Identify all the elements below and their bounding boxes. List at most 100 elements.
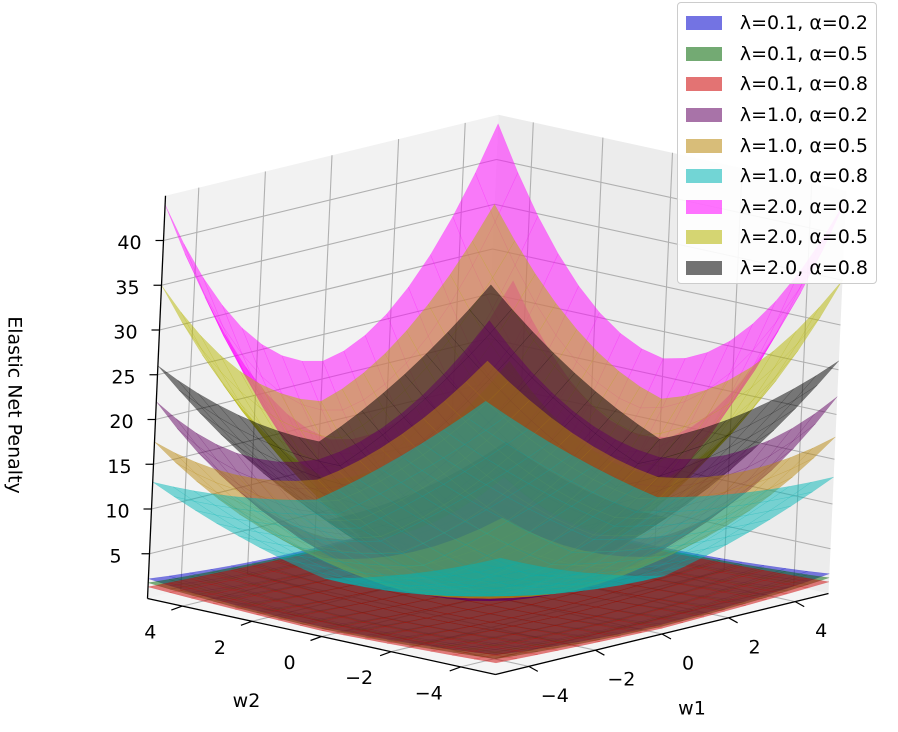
- legend-swatch: [686, 230, 722, 245]
- surface-facet: [202, 277, 243, 355]
- w1-tick-label: 4: [815, 620, 827, 642]
- surface-facet: [234, 604, 278, 616]
- w2-tick: [171, 605, 183, 611]
- surface-facet: [278, 615, 321, 626]
- legend-item: λ=0.1, α=0.5: [686, 39, 868, 70]
- surface-facet: [213, 599, 256, 610]
- z-axis-line: [146, 195, 167, 599]
- w2-tick-label: 4: [144, 622, 156, 644]
- surface-facet: [728, 350, 774, 405]
- surface-series: [152, 400, 834, 597]
- surface-facet: [577, 624, 620, 634]
- surface-facet: [727, 413, 773, 449]
- w2-tick: [310, 635, 322, 642]
- legend-swatch: [686, 138, 722, 153]
- surface-facet: [256, 610, 300, 621]
- surface-facet: [339, 540, 382, 554]
- surface-facet: [161, 285, 202, 349]
- legend-item: λ=2.0, α=0.5: [686, 222, 868, 253]
- z-tick-label: 20: [109, 411, 133, 433]
- surface-facet: [339, 593, 383, 604]
- surface-facet: [321, 626, 365, 636]
- legend-item: λ=0.1, α=0.2: [686, 8, 868, 39]
- surface-facet: [295, 513, 340, 529]
- surface-facet: [792, 396, 838, 442]
- surface-facet: [273, 566, 317, 578]
- surface-facet: [452, 650, 496, 660]
- surface-facet: [613, 487, 658, 513]
- w2-tick: [240, 620, 253, 626]
- legend-label: λ=0.1, α=0.2: [739, 12, 868, 35]
- legend-item: λ=0.1, α=0.8: [686, 69, 868, 100]
- surface-facet: [574, 597, 617, 608]
- w1-tick-label: 2: [749, 636, 761, 658]
- z-tick-label: 35: [115, 277, 139, 299]
- surface-facet: [156, 401, 198, 446]
- w2-axis-label: w2: [233, 690, 261, 712]
- surface-facet: [456, 562, 499, 573]
- surface-facet: [786, 577, 830, 589]
- surface-facet: [720, 566, 764, 577]
- tick-labels: −4 −2 0 2 4 −4 −2 0 2 4 5 10 15 20 25 30 35 40 w1 w2 Elastic…: [4, 232, 828, 720]
- w1-tick-label: −2: [607, 669, 635, 691]
- z-tick-label: 25: [111, 366, 135, 388]
- surface-facet: [343, 630, 387, 640]
- z-tick-label: 30: [113, 322, 137, 344]
- legend: λ=0.1, α=0.2 λ=0.1, α=0.5 λ=0.1, α=0.8 λ=1.…: [677, 2, 877, 284]
- legend-swatch: [686, 261, 722, 276]
- surface-facet: [769, 457, 815, 489]
- z-axis-label: Elastic Net Penalty: [4, 316, 26, 494]
- surface-facet: [705, 531, 750, 550]
- w1-tick: [528, 665, 539, 672]
- surface-facet: [511, 594, 555, 601]
- surface-facet: [364, 626, 407, 636]
- surface-facet: [554, 612, 597, 622]
- legend-label: λ=0.1, α=0.5: [739, 42, 868, 65]
- w2-tick: [379, 651, 392, 657]
- surface-facet: [532, 608, 576, 618]
- surface-facet: [681, 419, 728, 454]
- surface-facet: [318, 539, 362, 554]
- legend-swatch: [686, 16, 722, 31]
- surface-facet: [794, 360, 840, 401]
- legend-item: λ=2.0, α=0.8: [686, 253, 868, 284]
- w1-tick: [794, 601, 805, 608]
- surface-facet: [641, 560, 685, 576]
- legend-label: λ=2.0, α=0.2: [739, 195, 868, 218]
- w2-tick-label: −2: [345, 667, 373, 689]
- surface-facet: [386, 585, 430, 591]
- surface-facet: [722, 585, 766, 597]
- surface-facet: [512, 621, 556, 631]
- w1-tick: [595, 649, 605, 656]
- surface-facet: [468, 284, 513, 334]
- surface-facet: [513, 629, 557, 639]
- surface-facet: [295, 499, 339, 515]
- z-tick-label: 40: [117, 232, 141, 254]
- surface-facet: [387, 638, 430, 648]
- legend-item: λ=1.0, α=0.2: [686, 100, 868, 131]
- surface-facet: [257, 423, 301, 456]
- surface-facet: [297, 526, 340, 542]
- surface-facet: [365, 634, 408, 644]
- surface-facet: [597, 620, 641, 630]
- surface-facet: [531, 598, 575, 609]
- surface-facet: [552, 593, 596, 604]
- legend-item: λ=2.0, α=0.2: [686, 192, 868, 223]
- surface-facet: [747, 505, 792, 525]
- surface-facet: [721, 576, 765, 587]
- legend-swatch: [686, 108, 722, 123]
- surface-facet: [274, 499, 319, 515]
- surface-facet: [178, 389, 220, 428]
- surface-facet: [595, 601, 639, 612]
- surface-facet: [427, 591, 471, 595]
- surface-facet: [533, 616, 577, 626]
- surface-facet: [428, 630, 472, 640]
- surface-facet: [366, 581, 409, 588]
- surface-facet: [368, 575, 411, 583]
- surface-facet: [320, 559, 363, 574]
- surface-facet: [254, 591, 298, 602]
- legend-label: λ=2.0, α=0.5: [739, 226, 868, 249]
- surface-facet: [449, 590, 493, 595]
- surface-facet: [682, 380, 729, 428]
- w2-tick: [449, 666, 461, 672]
